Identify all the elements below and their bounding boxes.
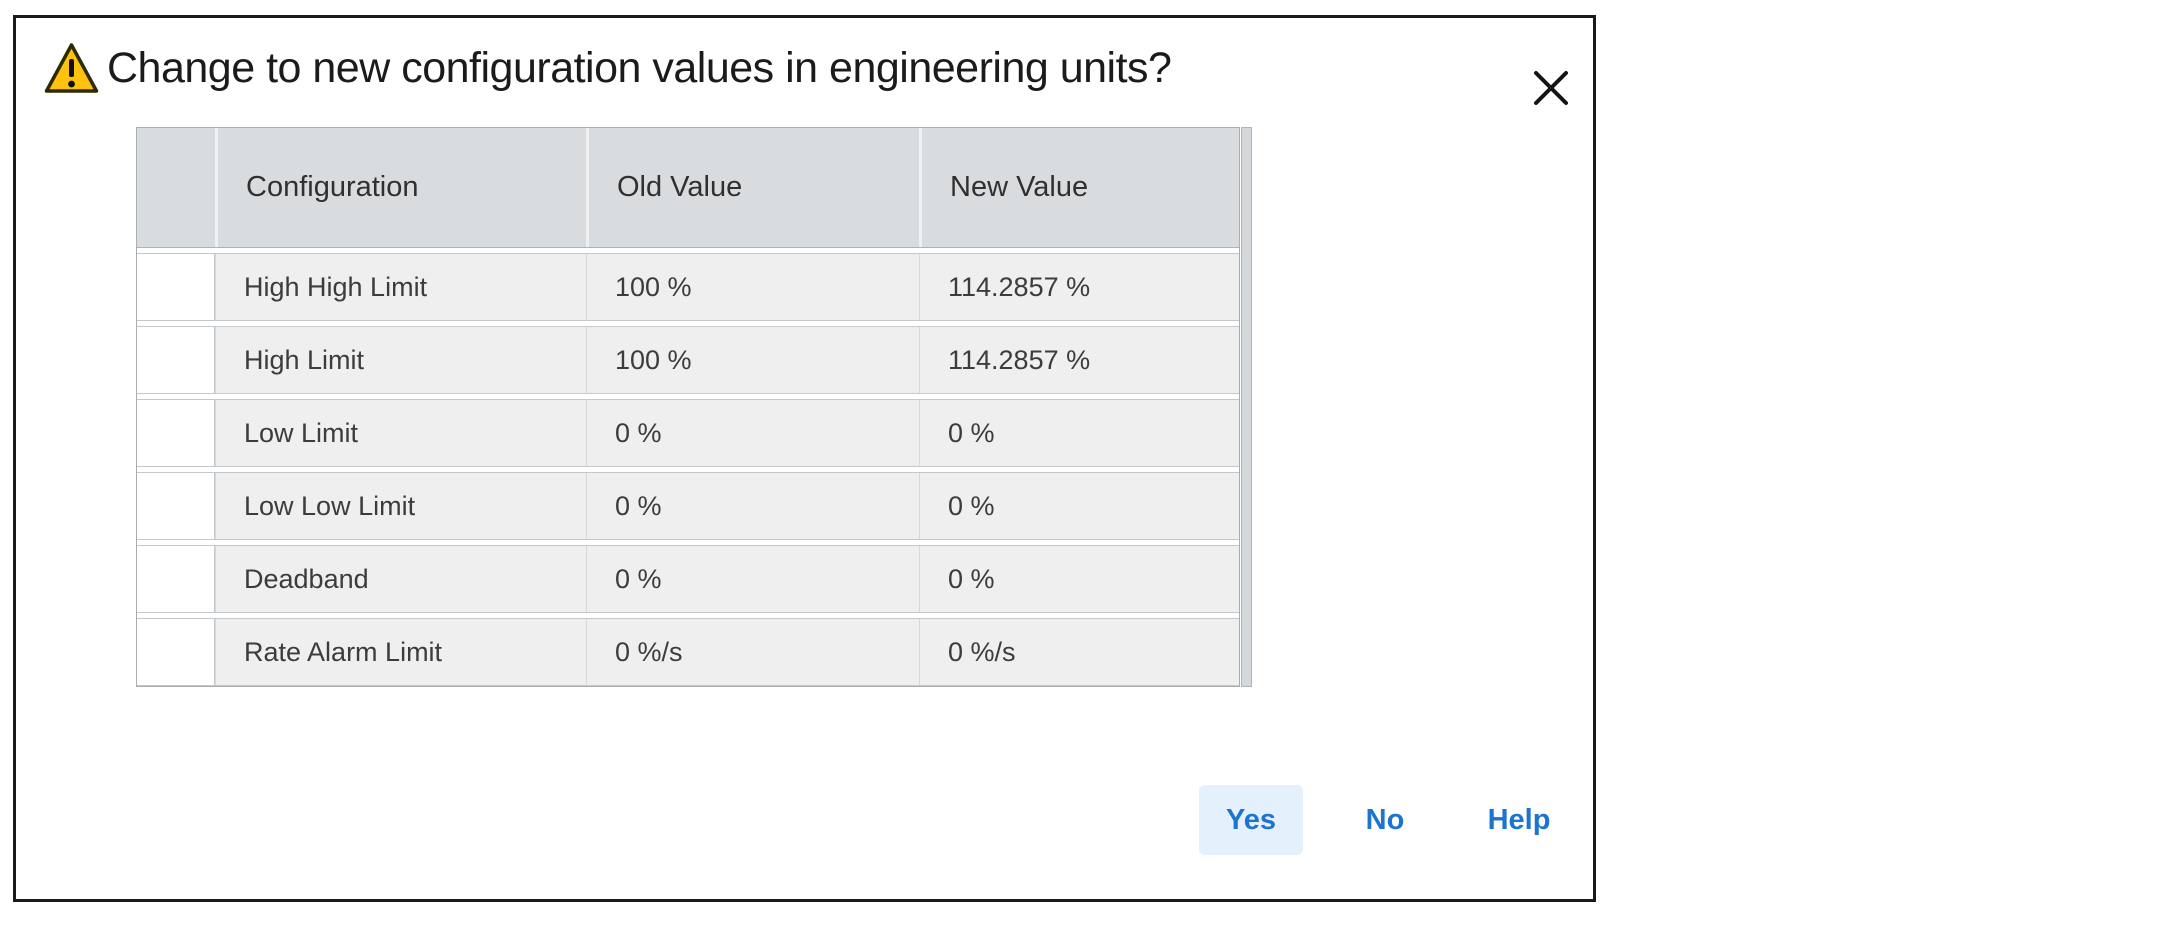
dialog-footer: Yes No Help [1199, 785, 1571, 855]
row-selector-cell[interactable] [137, 254, 215, 320]
no-button[interactable]: No [1333, 785, 1437, 855]
config-change-dialog: Change to new configuration values in en… [13, 15, 1596, 902]
configuration-cell: Rate Alarm Limit [215, 619, 586, 685]
dialog-header: Change to new configuration values in en… [44, 42, 1523, 94]
old-value-cell: 0 % [586, 400, 919, 466]
new-value-cell: 0 % [919, 400, 1239, 466]
new-value-cell: 114.2857 % [919, 254, 1239, 320]
yes-button[interactable]: Yes [1199, 785, 1303, 855]
table-row: Low Low Limit 0 % 0 % [137, 472, 1239, 540]
table-row: High High Limit 100 % 114.2857 % [137, 253, 1239, 321]
table-header-row: Configuration Old Value New Value [137, 128, 1239, 248]
old-value-cell: 0 % [586, 473, 919, 539]
column-header-selector [137, 128, 215, 247]
row-selector-cell[interactable] [137, 400, 215, 466]
row-selector-cell[interactable] [137, 327, 215, 393]
dialog-title: Change to new configuration values in en… [107, 43, 1172, 92]
new-value-cell: 0 % [919, 473, 1239, 539]
table-row: Low Limit 0 % 0 % [137, 399, 1239, 467]
old-value-cell: 100 % [586, 327, 919, 393]
column-header-old-value: Old Value [586, 128, 919, 247]
table-row: Rate Alarm Limit 0 %/s 0 %/s [137, 618, 1239, 686]
configuration-cell: Low Low Limit [215, 473, 586, 539]
table-row: Deadband 0 % 0 % [137, 545, 1239, 613]
new-value-cell: 0 %/s [919, 619, 1239, 685]
old-value-cell: 0 %/s [586, 619, 919, 685]
warning-icon [44, 43, 99, 93]
configuration-cell: Deadband [215, 546, 586, 612]
configuration-cell: Low Limit [215, 400, 586, 466]
old-value-cell: 0 % [586, 546, 919, 612]
help-button[interactable]: Help [1467, 785, 1571, 855]
row-selector-cell[interactable] [137, 473, 215, 539]
old-value-cell: 100 % [586, 254, 919, 320]
table-row: High Limit 100 % 114.2857 % [137, 326, 1239, 394]
row-selector-cell[interactable] [137, 546, 215, 612]
config-values-table: Configuration Old Value New Value High H… [136, 127, 1252, 687]
configuration-cell: High High Limit [215, 254, 586, 320]
new-value-cell: 114.2857 % [919, 327, 1239, 393]
table-scrollbar[interactable] [1241, 127, 1252, 687]
column-header-new-value: New Value [919, 128, 1239, 247]
close-icon [1534, 71, 1568, 105]
row-selector-cell[interactable] [137, 619, 215, 685]
close-button[interactable] [1525, 62, 1577, 114]
new-value-cell: 0 % [919, 546, 1239, 612]
configuration-cell: High Limit [215, 327, 586, 393]
column-header-configuration: Configuration [215, 128, 586, 247]
